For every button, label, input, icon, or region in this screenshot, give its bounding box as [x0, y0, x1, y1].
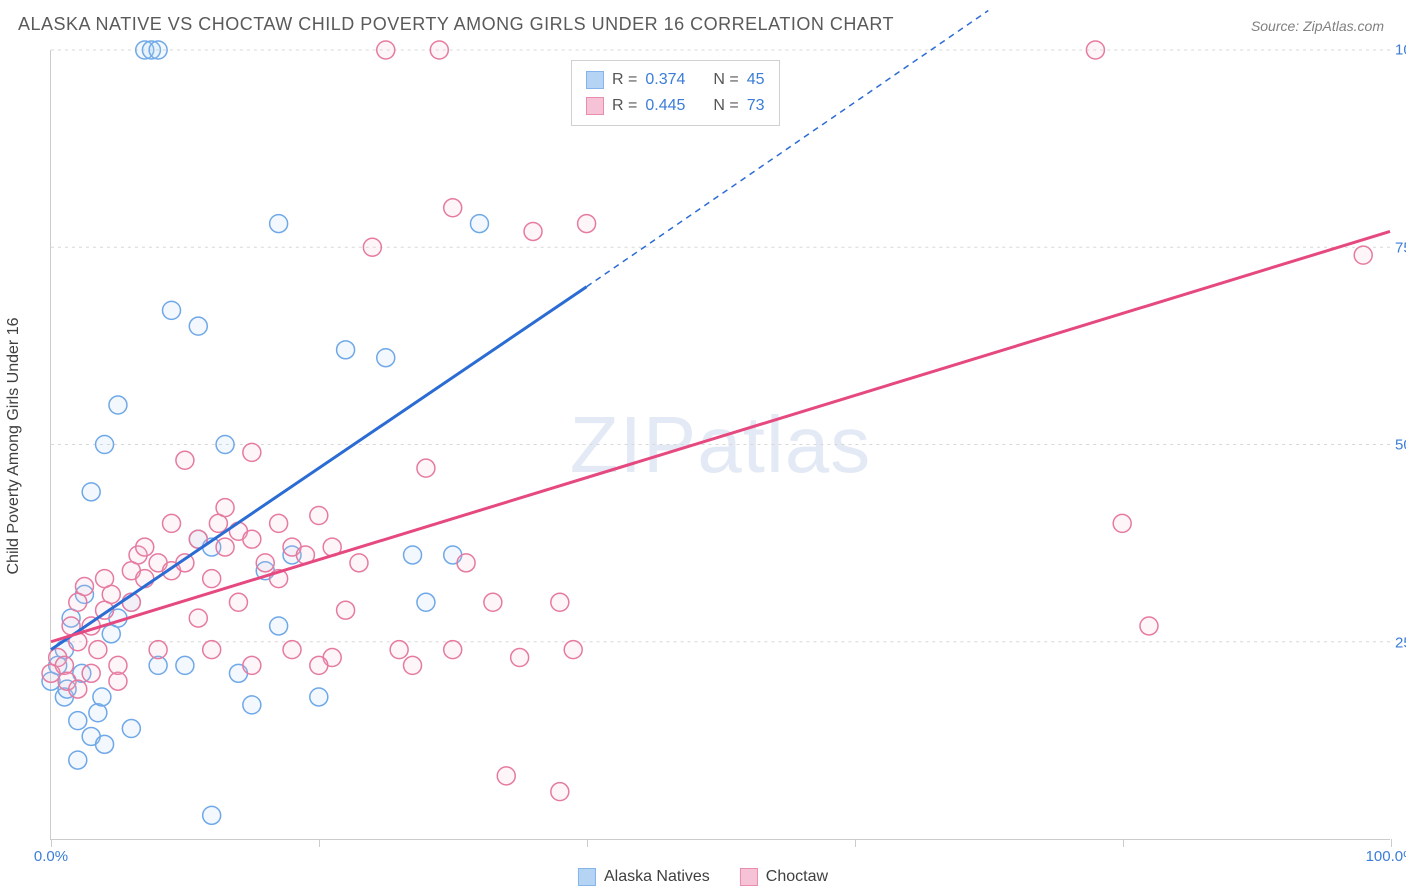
legend-swatch-2: [740, 868, 758, 886]
r-label-2: R =: [612, 93, 637, 119]
chart-svg: [51, 50, 1390, 839]
stats-row-1: R = 0.374 N = 45: [586, 67, 765, 93]
stats-row-2: R = 0.445 N = 73: [586, 93, 765, 119]
x-tick-label: 0.0%: [34, 848, 68, 865]
y-tick-label: 75.0%: [1395, 239, 1406, 256]
stats-legend-box: R = 0.374 N = 45 R = 0.445 N = 73: [571, 60, 780, 126]
legend-swatch-1: [578, 868, 596, 886]
legend-label-1: Alaska Natives: [604, 868, 710, 886]
n-label: N =: [713, 67, 738, 93]
n-value-2: 73: [747, 93, 765, 119]
source-label: Source: ZipAtlas.com: [1251, 18, 1384, 34]
swatch-series-2: [586, 97, 604, 115]
r-value-1: 0.374: [645, 67, 685, 93]
chart-title: ALASKA NATIVE VS CHOCTAW CHILD POVERTY A…: [18, 14, 894, 35]
r-value-2: 0.445: [645, 93, 685, 119]
legend-label-2: Choctaw: [766, 868, 828, 886]
legend-item-2: Choctaw: [740, 868, 828, 886]
n-label-2: N =: [713, 93, 738, 119]
n-value-1: 45: [747, 67, 765, 93]
x-tick-label: 100.0%: [1366, 848, 1406, 865]
swatch-series-1: [586, 71, 604, 89]
plot-area: ZIPatlas R = 0.374 N = 45 R = 0.445 N = …: [50, 50, 1390, 840]
legend-item-1: Alaska Natives: [578, 868, 710, 886]
y-tick-label: 25.0%: [1395, 634, 1406, 651]
y-tick-label: 100.0%: [1395, 42, 1406, 59]
r-label: R =: [612, 67, 637, 93]
y-axis-title: Child Poverty Among Girls Under 16: [5, 318, 23, 575]
y-tick-label: 50.0%: [1395, 437, 1406, 454]
bottom-legend: Alaska Natives Choctaw: [578, 868, 828, 886]
